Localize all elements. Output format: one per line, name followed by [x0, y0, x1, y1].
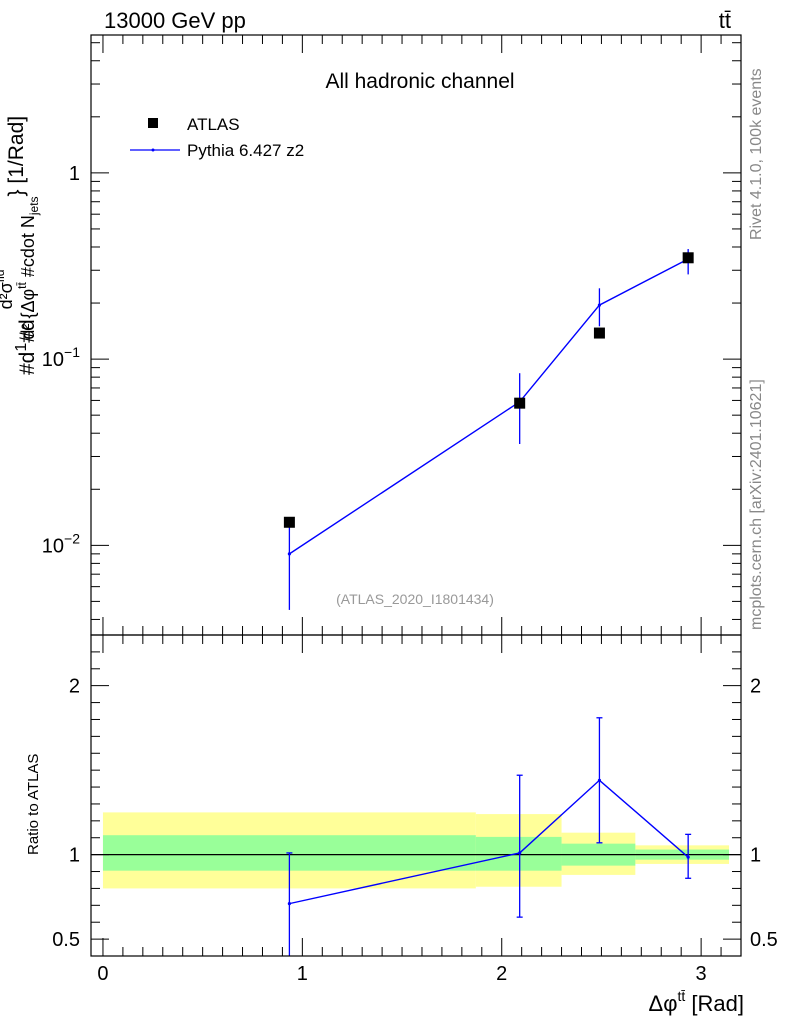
ratio-xlabel: Δφtt̄ [Rad] [649, 988, 744, 1016]
pythia-point [287, 552, 291, 556]
ratio-xtick-label: 1 [297, 963, 308, 985]
rivet-label: Rivet 4.1.0, 100k events [748, 68, 765, 240]
pythia-point [597, 303, 602, 307]
ratio-axis-ticks: 0.5 0.5 1 1 2 2 0 1 2 3 [52, 634, 778, 985]
ratio-xtick-label: 2 [496, 963, 507, 985]
main-ylabel-text: #d [16, 352, 39, 375]
ratio-point [287, 902, 291, 906]
ratio-point [518, 851, 522, 855]
ratio-point [686, 855, 690, 859]
ratio-series-layer [286, 717, 692, 956]
main-axis-ticks: 10−2 10−1 1 [42, 35, 742, 635]
ratio-point [597, 778, 602, 782]
energy-label: 13000 GeV pp [104, 8, 246, 33]
legend-atlas-label: ATLAS [187, 115, 240, 134]
main-ytick-label: 10−1 [42, 344, 80, 371]
main-series-layer [283, 249, 694, 610]
atlas-point [283, 516, 295, 528]
xlabel-unit: [Rad] [685, 991, 744, 1016]
ratio-xtick-label: 0 [97, 963, 108, 985]
main-ytick-label: 1 [69, 163, 80, 185]
legend-atlas-marker [148, 118, 158, 128]
ratio-ytick-label-right: 2 [750, 676, 761, 698]
atlas-point [593, 327, 605, 339]
ratio-uncertainty-bands [91, 812, 741, 889]
ratio-ylabel: Ratio to ATLAS [25, 754, 42, 855]
legend-pythia-marker [151, 148, 155, 152]
ratio-ytick-label-right: 1 [750, 845, 761, 867]
legend: ATLAS Pythia 6.427 z2 [130, 115, 304, 160]
analysis-label: (ATLAS_2020_I1801434) [336, 591, 494, 607]
main-ytick-label: 10−2 [42, 530, 80, 557]
ratio-ytick-label: 0.5 [52, 929, 80, 951]
xlabel-sup: tt̄ [678, 988, 686, 1004]
ratio-xtick-label: 3 [696, 963, 707, 985]
atlas-point [682, 252, 694, 264]
ratio-ytick-label: 2 [69, 676, 80, 698]
legend-pythia-label: Pythia 6.427 z2 [187, 141, 304, 160]
main-panel: All hadronic channel (ATLAS_2020_I180143… [0, 34, 742, 636]
ratio-ytick-label: 1 [69, 845, 80, 867]
atlas-point [514, 397, 526, 409]
ratio-line [289, 779, 689, 905]
main-ylabel: #d1#dd²σfidd² {Δφtt̄ #cdot Njets} [1/Rad… [0, 116, 41, 375]
svg-text:#d1#dd²σfidd² {Δφtt̄ #cdot Nje: #d1#dd²σfidd² {Δφtt̄ #cdot Njets} [1/Rad… [0, 116, 41, 375]
xlabel-main: Δφ [649, 991, 678, 1016]
ratio-ytick-label-right: 0.5 [750, 929, 778, 951]
main-title: All hadronic channel [325, 70, 514, 93]
pythia-line [289, 258, 689, 555]
process-label: tt̄ [719, 8, 731, 33]
ratio-panel: 0.5 0.5 1 1 2 2 0 1 2 3 Ratio to ATLAS Δφtt̄ [Rad… [25, 634, 778, 1016]
mcplots-label: mcplots.cern.ch [arXiv:2401.10621] [748, 379, 765, 630]
ratio-frame [90, 634, 742, 957]
